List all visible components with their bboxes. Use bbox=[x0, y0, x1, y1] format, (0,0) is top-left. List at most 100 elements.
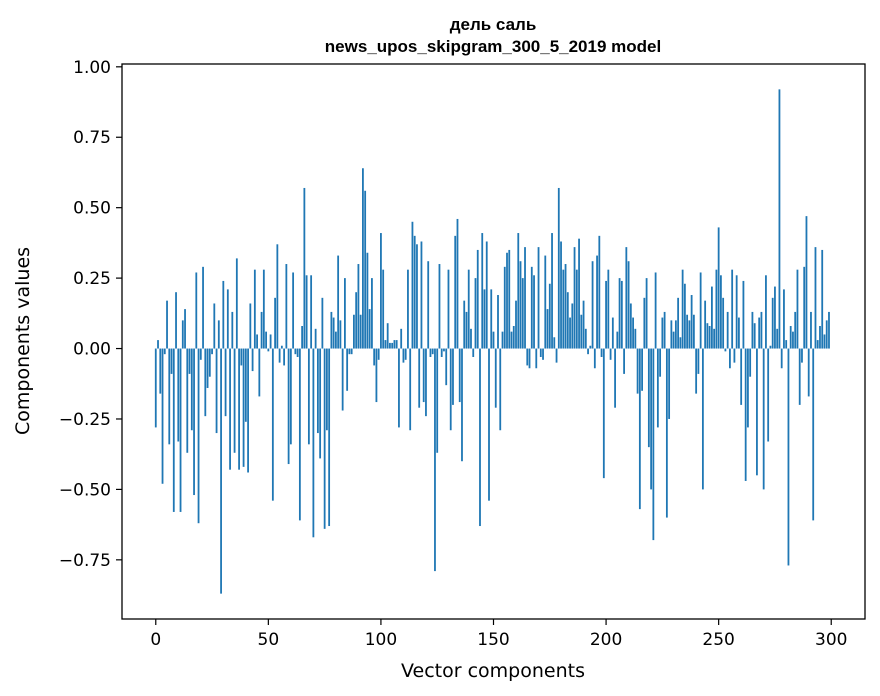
bar-188 bbox=[578, 238, 580, 349]
bar-1 bbox=[157, 340, 159, 349]
bar-279 bbox=[783, 289, 785, 349]
bar-104 bbox=[389, 342, 391, 349]
bar-103 bbox=[386, 323, 389, 349]
bar-239 bbox=[692, 314, 695, 349]
bar-105 bbox=[391, 342, 394, 349]
bar-117 bbox=[418, 348, 421, 408]
bar-40 bbox=[244, 348, 247, 422]
bar-41 bbox=[247, 348, 249, 473]
bar-28 bbox=[217, 320, 220, 349]
bar-153 bbox=[499, 348, 502, 431]
bar-136 bbox=[461, 348, 463, 462]
bar-202 bbox=[609, 348, 612, 360]
bar-165 bbox=[526, 348, 529, 366]
bar-233 bbox=[679, 337, 682, 349]
bar-274 bbox=[771, 297, 774, 349]
bar-5 bbox=[166, 300, 168, 349]
bar-263 bbox=[747, 348, 749, 428]
bar-175 bbox=[548, 283, 551, 349]
bar-158 bbox=[510, 331, 513, 349]
bar-261 bbox=[742, 280, 745, 349]
bar-267 bbox=[756, 348, 758, 476]
bar-81 bbox=[337, 255, 340, 349]
bar-191 bbox=[584, 328, 587, 349]
bar-189 bbox=[580, 314, 583, 349]
bar-273 bbox=[769, 345, 772, 349]
bar-266 bbox=[753, 323, 756, 349]
bar-246 bbox=[708, 326, 711, 349]
bar-8 bbox=[172, 348, 175, 512]
bar-21 bbox=[202, 266, 204, 349]
bar-161 bbox=[517, 233, 520, 349]
bar-37 bbox=[238, 348, 240, 470]
chart-title: дель саль bbox=[450, 15, 537, 34]
bar-6 bbox=[168, 348, 171, 445]
bar-220 bbox=[650, 348, 653, 490]
bar-42 bbox=[249, 303, 252, 349]
bar-282 bbox=[789, 326, 792, 349]
bar-177 bbox=[553, 337, 556, 349]
bar-229 bbox=[670, 320, 673, 349]
bar-145 bbox=[481, 233, 484, 349]
bar-236 bbox=[686, 314, 689, 349]
bar-252 bbox=[722, 297, 725, 349]
bar-179 bbox=[557, 187, 560, 349]
bar-67 bbox=[305, 275, 308, 349]
bar-237 bbox=[688, 320, 691, 349]
bar-148 bbox=[488, 348, 490, 501]
bar-142 bbox=[474, 278, 477, 349]
bar-240 bbox=[695, 348, 698, 394]
bar-114 bbox=[411, 221, 414, 349]
bar-184 bbox=[569, 317, 571, 349]
bar-286 bbox=[798, 348, 801, 405]
bar-46 bbox=[258, 348, 261, 397]
bar-217 bbox=[643, 297, 646, 349]
bar-194 bbox=[591, 261, 594, 349]
bar-124 bbox=[434, 348, 436, 572]
bar-183 bbox=[566, 292, 569, 349]
bar-186 bbox=[573, 247, 576, 349]
bar-156 bbox=[506, 252, 508, 349]
bar-207 bbox=[620, 280, 623, 349]
bar-95 bbox=[368, 309, 371, 349]
bar-134 bbox=[456, 218, 459, 349]
bar-113 bbox=[409, 348, 412, 431]
bar-258 bbox=[735, 275, 738, 349]
bar-234 bbox=[681, 269, 684, 349]
bar-143 bbox=[476, 249, 479, 349]
bar-176 bbox=[551, 233, 553, 349]
bar-262 bbox=[744, 348, 747, 481]
bar-63 bbox=[296, 348, 299, 357]
bar-84 bbox=[344, 278, 346, 349]
bar-172 bbox=[542, 348, 544, 360]
bar-17 bbox=[193, 348, 195, 496]
bar-10 bbox=[177, 348, 180, 442]
bar-166 bbox=[528, 348, 531, 369]
bar-253 bbox=[724, 348, 727, 352]
bar-118 bbox=[420, 241, 423, 349]
bar-19 bbox=[197, 348, 200, 524]
bar-77 bbox=[328, 348, 331, 527]
y-tick-label-0: −0.75 bbox=[59, 551, 111, 571]
bar-256 bbox=[731, 269, 734, 349]
bar-163 bbox=[521, 278, 524, 349]
bar-16 bbox=[190, 348, 193, 431]
x-axis: 0 50 100 150 200 250 300 bbox=[150, 619, 847, 650]
bar-69 bbox=[310, 275, 313, 349]
bar-93 bbox=[364, 190, 367, 349]
bar-216 bbox=[641, 348, 643, 391]
x-tick-label-0: 0 bbox=[150, 630, 161, 650]
bar-180 bbox=[560, 241, 562, 349]
bar-55 bbox=[278, 348, 281, 363]
bar-85 bbox=[346, 348, 349, 391]
bar-140 bbox=[470, 328, 472, 349]
x-tick-label-250: 250 bbox=[702, 630, 734, 650]
bar-88 bbox=[353, 314, 355, 349]
bar-288 bbox=[803, 266, 806, 349]
bar-44 bbox=[253, 269, 256, 349]
bar-96 bbox=[371, 278, 373, 349]
bar-222 bbox=[654, 272, 657, 349]
bar-78 bbox=[330, 311, 333, 349]
bar-9 bbox=[175, 292, 177, 349]
bar-133 bbox=[454, 235, 457, 349]
